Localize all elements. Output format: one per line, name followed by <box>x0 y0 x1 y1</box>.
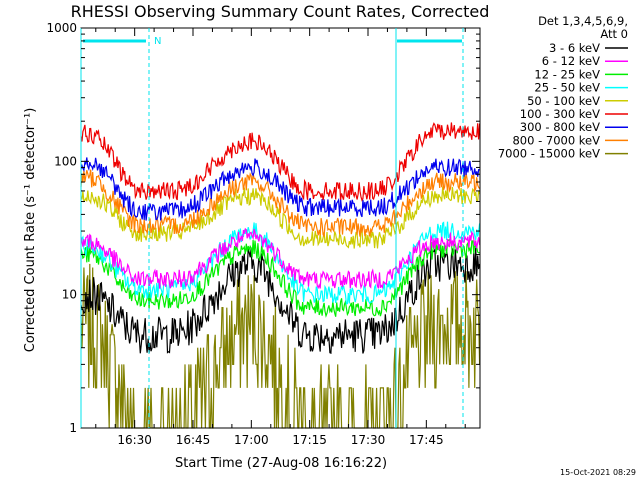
y-tick-label-2: 100 <box>54 154 77 168</box>
legend-label-3: 25 - 50 keV <box>534 81 600 95</box>
x-tick-label-0: 16:30 <box>117 433 152 447</box>
series-line-5 <box>80 122 481 202</box>
chart-title: RHESSI Observing Summary Count Rates, Co… <box>71 2 490 21</box>
series-line-7 <box>80 169 481 238</box>
x-tick-label-2: 17:00 <box>234 433 269 447</box>
series-line-8 <box>80 263 481 429</box>
footer-date: 15-Oct-2021 08:29 <box>560 468 636 477</box>
y-tick-label-1: 10 <box>62 288 77 302</box>
flag-marker: N <box>154 36 161 47</box>
x-tick-label-4: 17:30 <box>351 433 386 447</box>
x-axis-label: Start Time (27-Aug-08 16:16:22) <box>175 456 387 471</box>
legend-label-5: 100 - 300 keV <box>520 107 600 121</box>
legend-label-1: 6 - 12 keV <box>542 54 600 68</box>
series-line-0 <box>80 247 481 354</box>
legend-label-6: 300 - 800 keV <box>520 120 600 134</box>
series-line-1 <box>80 227 481 290</box>
y-axis-label: Corrected Count Rate (s⁻¹ detector⁻¹) <box>23 108 38 353</box>
y-tick-label-3: 1000 <box>46 21 77 35</box>
legend-header-1: Att 0 <box>600 27 628 41</box>
legend-label-7: 800 - 7000 keV <box>512 133 600 147</box>
y-tick-label-0: 1 <box>69 421 77 435</box>
x-tick-label-3: 17:15 <box>292 433 327 447</box>
x-tick-label-5: 17:45 <box>409 433 444 447</box>
legend-label-8: 7000 - 15000 keV <box>498 147 600 161</box>
x-tick-label-1: 16:45 <box>176 433 211 447</box>
legend-header-0: Det 1,3,4,5,6,9, <box>538 14 628 28</box>
legend-label-2: 12 - 25 keV <box>534 67 600 81</box>
legend-label-0: 3 - 6 keV <box>549 41 600 55</box>
series-line-6 <box>80 157 480 221</box>
legend-label-4: 50 - 100 keV <box>527 94 600 108</box>
